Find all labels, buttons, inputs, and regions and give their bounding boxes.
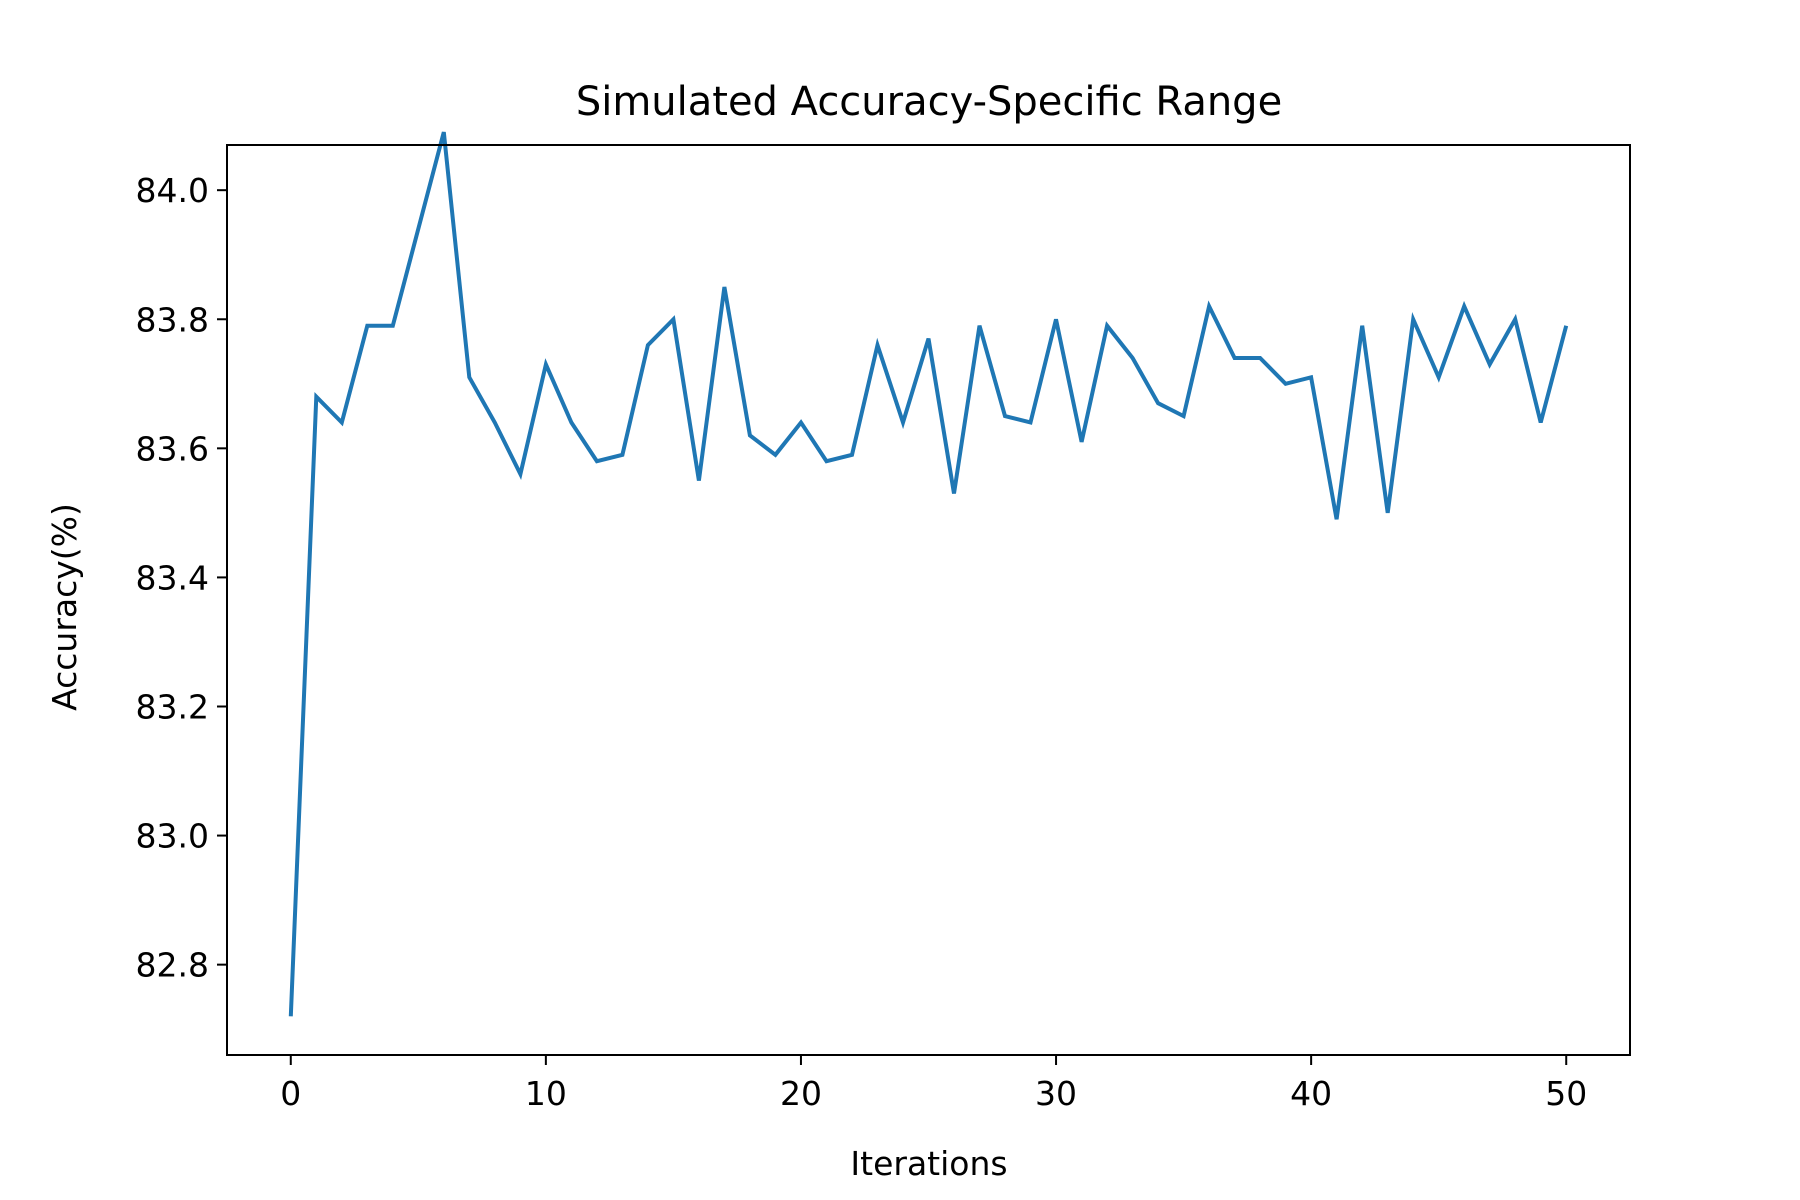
y-tick-label: 83.4 (136, 558, 209, 597)
chart-title: Simulated Accuracy-Specific Range (576, 79, 1282, 125)
y-tick-label: 82.8 (136, 946, 209, 985)
plot-frame (226, 144, 1631, 1056)
y-axis-title: Accuracy(%) (45, 503, 84, 711)
x-axis: 0 10 20 30 40 50 (280, 1055, 1587, 1113)
y-axis: 82.8 83.0 83.2 83.4 83.6 83.8 84.0 (136, 171, 227, 985)
y-tick-label: 83.6 (136, 429, 209, 468)
x-tick-label: 30 (1035, 1074, 1077, 1113)
y-tick-label: 84.0 (136, 171, 209, 210)
plot-area (288, 131, 1569, 1017)
x-tick-label: 50 (1545, 1074, 1587, 1113)
series-line-0 (288, 131, 1569, 1017)
x-axis-title: Iterations (850, 1144, 1007, 1183)
y-tick-label: 83.0 (136, 817, 209, 856)
x-tick-label: 10 (525, 1074, 567, 1113)
x-tick-label: 40 (1290, 1074, 1332, 1113)
x-tick-label: 0 (280, 1074, 301, 1113)
y-tick-label: 83.8 (136, 300, 209, 339)
y-tick-label: 83.2 (136, 687, 209, 726)
x-tick-label: 20 (780, 1074, 822, 1113)
